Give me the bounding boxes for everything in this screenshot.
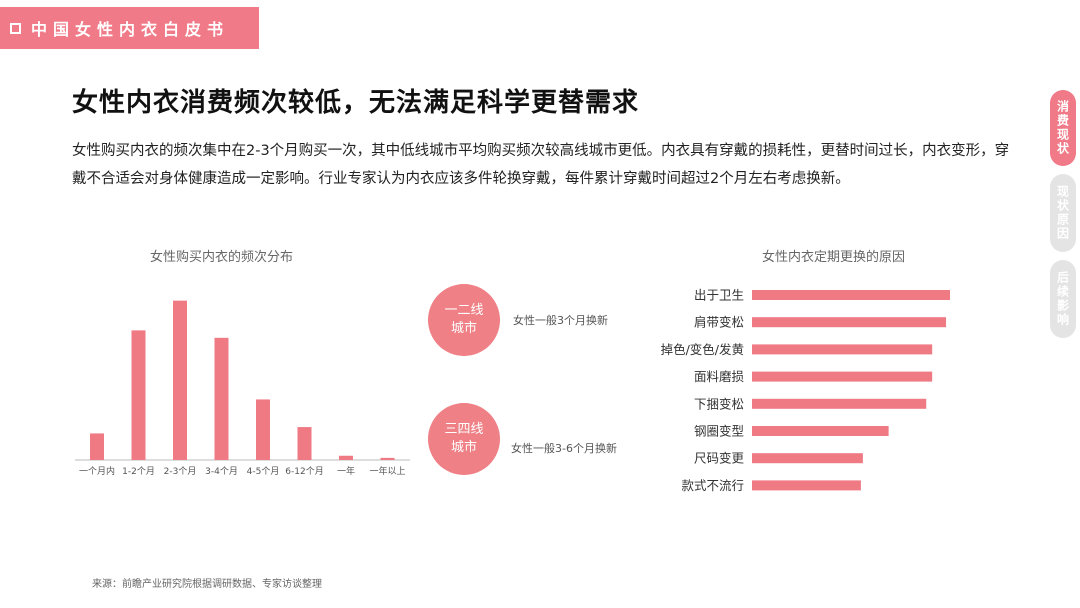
reason-bar (752, 317, 947, 328)
x-tick-label: 3-4个月 (205, 466, 238, 477)
header-square-icon (10, 22, 21, 34)
x-tick-label: 一年以上 (369, 465, 405, 477)
reason-bar (752, 371, 933, 382)
frequency-bar (90, 433, 104, 460)
x-tick-label: 1-2个月 (122, 466, 155, 477)
reason-chart-title: 女性内衣定期更换的原因 (762, 250, 906, 265)
side-tab-impact[interactable]: 后续影响 (1050, 260, 1076, 338)
tier1-city-note: 女性一般3个月换新 (513, 314, 608, 327)
tier1-city-circle: 一二线 城市 (428, 284, 500, 356)
page-title: 女性内衣消费频次较低，无法满足科学更替需求 (72, 88, 640, 118)
y-tick-label: 款式不流行 (681, 478, 744, 493)
side-tab-consumption[interactable]: 消费现状 (1050, 90, 1076, 166)
source-note: 来源：前瞻产业研究院根据调研数据、专家访谈整理 (92, 579, 322, 590)
frequency-bar (131, 330, 146, 460)
header-tab: 中国女性内衣白皮书 (0, 7, 259, 49)
tier1-city-label: 一二线 城市 (444, 303, 484, 336)
reason-bar (752, 290, 950, 300)
intro-paragraph: 女性购买内衣的频次集中在2-3个月购买一次，其中低线城市平均购买频次较高线城市更… (72, 143, 1010, 187)
y-tick-label: 下捆变松 (694, 396, 744, 411)
frequency-bar (256, 399, 270, 460)
x-tick-label: 6-12个月 (285, 466, 323, 477)
y-tick-label: 面料磨损 (694, 369, 745, 384)
y-tick-label: 肩带变松 (694, 315, 744, 330)
tier3-city-circle: 三四线 城市 (428, 403, 500, 475)
frequency-bar (214, 337, 229, 460)
header-label: 中国女性内衣白皮书 (31, 20, 230, 39)
side-tab-reasons[interactable]: 现状原因 (1050, 174, 1076, 252)
y-tick-label: 出于卫生 (694, 288, 744, 303)
frequency-chart-title: 女性购买内衣的频次分布 (150, 250, 294, 265)
frequency-bar (339, 455, 353, 460)
reason-bar (752, 480, 861, 491)
frequency-bar (173, 300, 187, 460)
frequency-bar (297, 427, 312, 460)
reason-bar (752, 426, 889, 436)
side-nav: 消费现状 现状原因 后续影响 (1050, 90, 1076, 346)
tier3-city-note: 女性一般3-6个月换新 (511, 442, 617, 455)
frequency-bar-chart: 一个月内 1-2个月 2-3个月 3-4个月 4-5个月 6-12个月 一年 一年以上 (75, 300, 410, 477)
reason-bar (752, 344, 933, 355)
x-tick-label: 2-3个月 (164, 466, 197, 477)
tier3-city-label: 三四线 城市 (444, 422, 484, 455)
x-tick-label: 一个月内 (79, 465, 115, 477)
y-tick-label: 钢圈变型 (694, 424, 744, 439)
reason-bar (752, 453, 863, 464)
frequency-bar (380, 457, 395, 460)
x-tick-label: 4-5个月 (247, 466, 280, 477)
y-tick-label: 尺码变更 (694, 451, 745, 466)
y-tick-label: 掉色/变色/发黄 (661, 342, 744, 357)
reason-bar (752, 398, 927, 409)
x-tick-label: 一年 (337, 465, 355, 477)
